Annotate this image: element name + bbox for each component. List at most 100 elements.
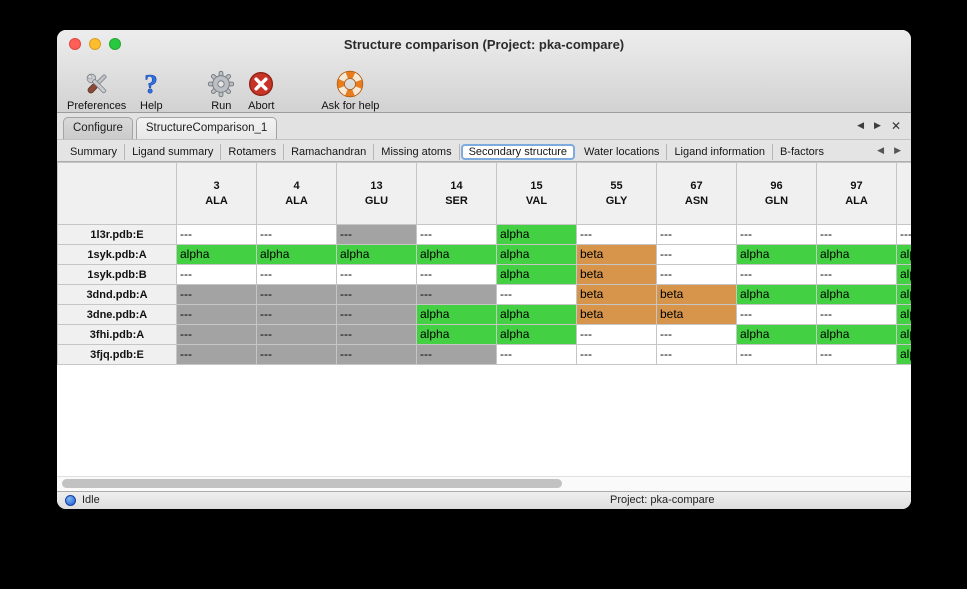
cell[interactable]: --- (176, 304, 257, 325)
cell[interactable]: alpha (896, 324, 911, 345)
zoom-button[interactable] (109, 38, 121, 50)
subtab-water-locations[interactable]: Water locations (577, 143, 668, 160)
cell[interactable]: --- (496, 284, 577, 305)
cell[interactable]: --- (336, 264, 417, 285)
cell[interactable]: --- (656, 344, 737, 365)
cell[interactable]: --- (256, 284, 337, 305)
cell[interactable]: --- (256, 264, 337, 285)
cell[interactable]: --- (496, 344, 577, 365)
cell[interactable]: --- (176, 284, 257, 305)
cell[interactable]: --- (416, 224, 497, 245)
tab-configure[interactable]: Configure (63, 117, 133, 139)
close-tab-icon[interactable]: ✕ (890, 119, 901, 133)
cell[interactable]: beta (576, 244, 657, 265)
cell[interactable]: --- (736, 304, 817, 325)
cell[interactable]: alpha (896, 304, 911, 325)
cell[interactable]: alpha (816, 244, 897, 265)
cell[interactable]: alpha (816, 324, 897, 345)
cell[interactable]: --- (416, 264, 497, 285)
cell[interactable]: --- (736, 344, 817, 365)
cell[interactable]: alpha (256, 244, 337, 265)
cell[interactable]: --- (656, 244, 737, 265)
row-header: 3fhi.pdb:A (57, 324, 177, 345)
cell[interactable]: --- (816, 224, 897, 245)
cell[interactable]: --- (656, 224, 737, 245)
cell[interactable]: --- (176, 344, 257, 365)
cell[interactable]: --- (336, 324, 417, 345)
cell[interactable]: --- (176, 264, 257, 285)
scrollbar-thumb[interactable] (62, 479, 562, 488)
cell[interactable]: alpha (336, 244, 417, 265)
subtab-rotamers[interactable]: Rotamers (221, 143, 285, 160)
cell[interactable]: --- (256, 344, 337, 365)
cell[interactable]: --- (176, 324, 257, 345)
row-header: 1syk.pdb:A (57, 244, 177, 265)
minimize-button[interactable] (89, 38, 101, 50)
cell[interactable]: alpha (896, 344, 911, 365)
help-button[interactable]: ? Help (136, 69, 166, 112)
cell[interactable]: alpha (896, 244, 911, 265)
subtab-secondary-structure[interactable]: Secondary structure (460, 143, 576, 160)
cell[interactable]: beta (576, 304, 657, 325)
cell[interactable]: --- (656, 324, 737, 345)
table-row: 3fjq.pdb:E---------------------------alp… (57, 344, 911, 365)
cell[interactable]: --- (256, 224, 337, 245)
cell[interactable]: alpha (496, 304, 577, 325)
cell[interactable]: alpha (176, 244, 257, 265)
cell[interactable]: alpha (416, 324, 497, 345)
next-tab-icon[interactable]: ▶ (874, 120, 881, 131)
cell[interactable]: --- (416, 284, 497, 305)
cell[interactable]: beta (656, 284, 737, 305)
cell[interactable]: --- (416, 344, 497, 365)
cell[interactable]: --- (576, 324, 657, 345)
horizontal-scrollbar[interactable] (57, 476, 911, 491)
cell[interactable]: --- (816, 264, 897, 285)
cell[interactable]: --- (736, 224, 817, 245)
scroll-tabs-right-icon[interactable]: ▶ (894, 146, 901, 156)
preferences-button[interactable]: Preferences (67, 69, 126, 112)
cell[interactable]: beta (576, 284, 657, 305)
cell[interactable]: alpha (496, 244, 577, 265)
cell[interactable]: --- (576, 224, 657, 245)
cell[interactable]: beta (656, 304, 737, 325)
ask-for-help-button[interactable]: Ask for help (321, 69, 379, 112)
cell[interactable]: beta (576, 264, 657, 285)
cell[interactable]: --- (336, 344, 417, 365)
cell[interactable]: alpha (416, 304, 497, 325)
subtab-b-factors[interactable]: B-factors (779, 145, 824, 158)
secondary-structure-table: 3 ALA 4 ALA 13 GLU 14 SER 15 VAL 55 GLY 67 ASN 96 GLN 97… (57, 162, 911, 365)
cell[interactable]: --- (656, 264, 737, 285)
subtab-ligand-information[interactable]: Ligand information (667, 143, 773, 160)
cell[interactable]: --- (816, 304, 897, 325)
cell[interactable]: --- (336, 224, 417, 245)
subtab-ligand-summary[interactable]: Ligand summary (125, 143, 222, 160)
cell[interactable]: alpha (896, 264, 911, 285)
cell[interactable]: --- (896, 224, 911, 245)
cell[interactable]: alpha (896, 284, 911, 305)
cell[interactable]: alpha (816, 284, 897, 305)
cell[interactable]: --- (176, 224, 257, 245)
subtab-missing-atoms[interactable]: Missing atoms (374, 143, 460, 160)
cell[interactable]: --- (256, 324, 337, 345)
cell[interactable]: alpha (416, 244, 497, 265)
cell[interactable]: --- (576, 344, 657, 365)
scroll-tabs-left-icon[interactable]: ◀ (877, 146, 885, 156)
cell[interactable]: alpha (496, 324, 577, 345)
cell[interactable]: --- (736, 264, 817, 285)
cell[interactable]: alpha (736, 324, 817, 345)
cell[interactable]: alpha (736, 284, 817, 305)
abort-button[interactable]: Abort (246, 69, 276, 112)
previous-tab-icon[interactable]: ◀ (857, 120, 865, 131)
cell[interactable]: --- (336, 304, 417, 325)
tab-structurecomparison-1[interactable]: StructureComparison_1 (135, 117, 278, 139)
subtab-ramachandran[interactable]: Ramachandran (284, 143, 375, 160)
cell[interactable]: --- (816, 344, 897, 365)
cell[interactable]: --- (256, 304, 337, 325)
cell[interactable]: alpha (496, 224, 577, 245)
close-button[interactable] (69, 38, 81, 50)
cell[interactable]: alpha (496, 264, 577, 285)
run-button[interactable]: Run (206, 69, 236, 112)
cell[interactable]: --- (336, 284, 417, 305)
cell[interactable]: alpha (736, 244, 817, 265)
subtab-summary[interactable]: Summary (63, 143, 126, 160)
